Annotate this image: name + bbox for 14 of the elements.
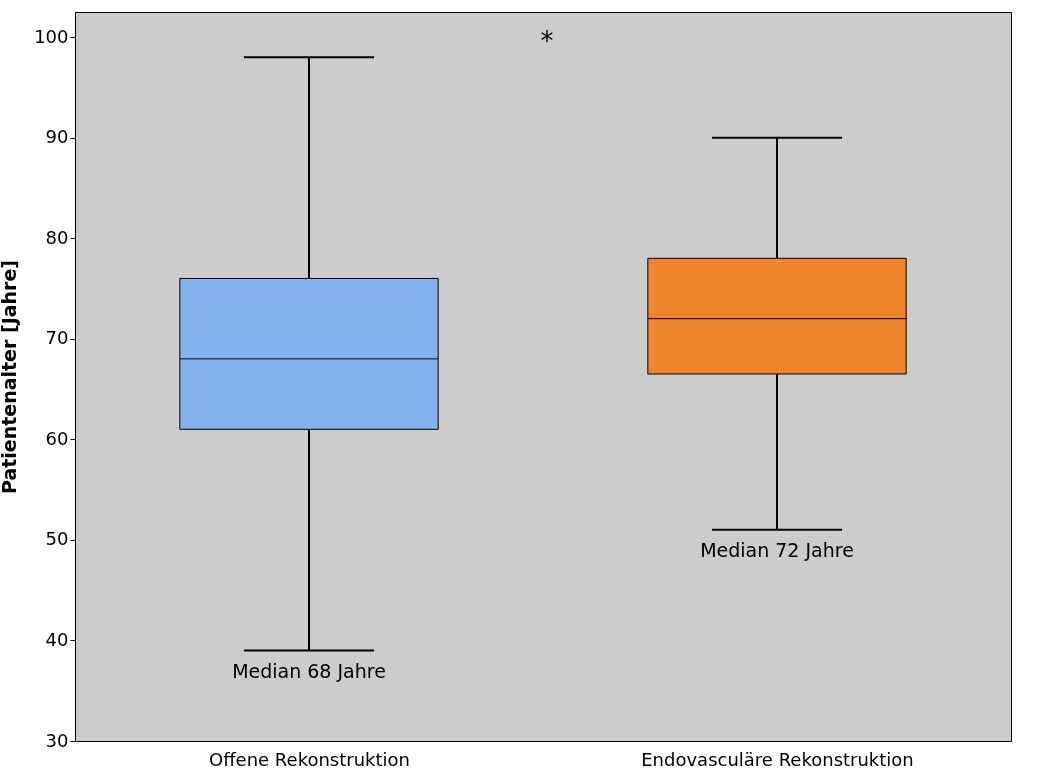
annotation: Median 72 Jahre [700,538,854,561]
y-tick-label: 70 [45,327,69,349]
y-tick-label: 80 [45,226,69,248]
annotation: * [540,26,554,56]
y-tick-label: 50 [45,528,69,550]
y-tick-label: 30 [45,729,69,751]
y-tick-label: 100 [34,25,69,47]
x-tick-label: Offene Rekonstruktion [209,748,410,770]
y-axis-title: Patientenalter [Jahre] [0,259,21,495]
y-tick-label: 40 [45,628,69,650]
annotation: Median 68 Jahre [232,659,386,682]
y-tick-label: 90 [45,126,69,148]
y-tick-label: 60 [45,427,69,449]
x-tick-label: Endovasculäre Rekonstruktion [641,748,914,770]
